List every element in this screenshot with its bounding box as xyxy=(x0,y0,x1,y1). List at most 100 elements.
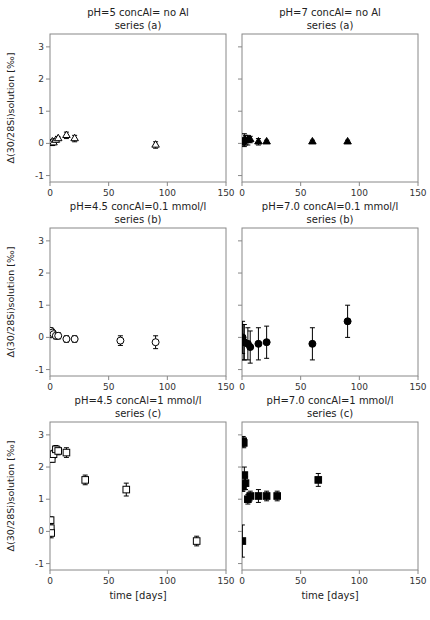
x-tick xyxy=(167,182,168,186)
data-area xyxy=(50,131,159,148)
data-area xyxy=(50,445,200,545)
point xyxy=(63,336,70,343)
subtitle: series (b) xyxy=(115,214,162,225)
point xyxy=(117,337,124,344)
point xyxy=(242,538,246,545)
plot-frame xyxy=(50,228,226,376)
x-tick xyxy=(108,570,109,574)
y-tick-label: 2 xyxy=(38,74,44,84)
y-tick xyxy=(238,434,242,435)
y-tick-label: 1 xyxy=(38,494,44,504)
y-tick-label: 0 xyxy=(38,138,44,148)
error-bar xyxy=(118,336,123,346)
point xyxy=(242,440,247,447)
y-tick xyxy=(238,46,242,47)
y-tick xyxy=(238,563,242,564)
point xyxy=(50,530,54,537)
point xyxy=(54,134,61,140)
plot-frame xyxy=(242,422,418,570)
x-tick xyxy=(226,182,227,186)
error-bar xyxy=(50,528,54,538)
y-tick xyxy=(46,337,50,338)
title: pH=4.5 concAl=1 mmol/l xyxy=(75,395,202,406)
point xyxy=(63,131,70,137)
error-bar xyxy=(256,328,261,360)
y-tick-label: 0 xyxy=(38,526,44,536)
subtitle: series (c) xyxy=(307,408,353,419)
title: pH=7.0 concAl=0.1 mmol/l xyxy=(262,201,398,212)
y-tick-label: 2 xyxy=(38,462,44,472)
error-bar xyxy=(72,336,77,342)
x-tick xyxy=(226,570,227,574)
point xyxy=(344,137,351,143)
error-bar xyxy=(64,336,69,342)
x-axis-label: time [days] xyxy=(301,590,358,601)
x-tick-label: 50 xyxy=(103,382,115,392)
point xyxy=(71,134,78,140)
y-tick-label: 1 xyxy=(38,300,44,310)
x-tick-label: 150 xyxy=(217,382,234,392)
y-tick xyxy=(238,531,242,532)
title: pH=7 concAl= no Al xyxy=(279,7,381,18)
y-tick xyxy=(46,240,50,241)
panel: pH=7 concAl= no Alseries (a)050100150 xyxy=(238,7,427,198)
y-tick-label: -1 xyxy=(35,365,44,375)
x-tick-label: 50 xyxy=(295,382,307,392)
panel: pH=7.0 concAl=0.1 mmol/lseries (b)050100… xyxy=(238,201,427,392)
point xyxy=(309,340,316,347)
x-tick-label: 50 xyxy=(103,576,115,586)
point xyxy=(63,449,70,456)
x-tick xyxy=(108,376,109,380)
point xyxy=(309,137,316,143)
error-bar xyxy=(153,336,158,349)
x-tick-label: 0 xyxy=(239,576,245,586)
point xyxy=(71,336,78,343)
x-tick xyxy=(242,182,243,186)
x-tick xyxy=(226,376,227,380)
y-tick xyxy=(46,273,50,274)
y-tick xyxy=(238,143,242,144)
x-tick-label: 150 xyxy=(409,188,426,198)
point xyxy=(263,137,270,143)
error-bar xyxy=(264,491,269,501)
error-bar xyxy=(248,491,253,501)
y-axis-label: Δ(30/28Si)solution [‰] xyxy=(5,53,16,164)
x-tick-label: 0 xyxy=(239,188,245,198)
y-tick xyxy=(238,337,242,338)
x-tick-label: 50 xyxy=(103,188,115,198)
title: pH=7.0 concAl=1 mmol/l xyxy=(267,395,394,406)
panel: pH=5 concAl= no Alseries (a)050100150-10… xyxy=(5,7,235,198)
error-bar xyxy=(194,536,199,546)
point xyxy=(247,344,254,351)
y-tick-label: 3 xyxy=(38,236,44,246)
x-tick xyxy=(108,182,109,186)
error-bar xyxy=(275,491,280,501)
x-tick xyxy=(50,376,51,380)
point xyxy=(263,339,270,346)
y-tick xyxy=(238,499,242,500)
point xyxy=(152,339,159,346)
x-tick xyxy=(50,182,51,186)
x-tick xyxy=(242,376,243,380)
plot-frame xyxy=(50,34,226,182)
panel: pH=7.0 concAl=1 mmol/lseries (c)05010015… xyxy=(238,395,427,601)
point xyxy=(255,137,262,143)
data-area xyxy=(242,134,351,147)
x-tick-label: 100 xyxy=(351,382,368,392)
title: pH=4.5 concAl=0.1 mmol/l xyxy=(70,201,206,212)
plot-frame xyxy=(242,228,418,376)
error-bar xyxy=(56,447,61,455)
error-bar xyxy=(264,326,269,358)
error-bar xyxy=(50,517,53,523)
x-tick xyxy=(359,376,360,380)
title: pH=5 concAl= no Al xyxy=(87,7,189,18)
x-tick-label: 100 xyxy=(159,188,176,198)
data-area xyxy=(50,327,159,348)
y-tick-label: 2 xyxy=(38,268,44,278)
y-tick-label: -1 xyxy=(35,171,44,181)
x-tick-label: 150 xyxy=(409,382,426,392)
x-tick xyxy=(359,570,360,574)
y-tick xyxy=(238,369,242,370)
x-tick xyxy=(300,376,301,380)
point xyxy=(255,340,262,347)
